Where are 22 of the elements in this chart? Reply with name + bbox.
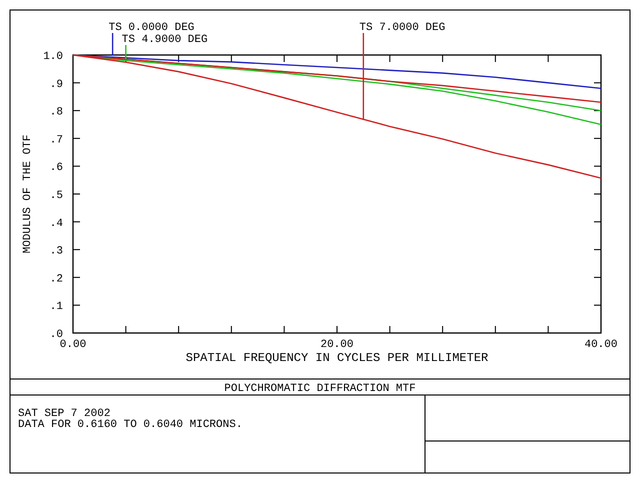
annotation: TS 0.0000 DEG (108, 22, 194, 34)
y-axis-title: MODULUS OF THE OTF (22, 134, 34, 254)
y-tick-label: .3 (50, 246, 63, 258)
x-axis-title: SPATIAL FREQUENCY IN CYCLES PER MILLIMETER (186, 351, 488, 365)
y-tick-label: .2 (50, 273, 63, 286)
x-tick-label: 20.00 (320, 339, 354, 351)
y-tick-label: .0 (50, 329, 63, 341)
annotation: TS 7.0000 DEG (359, 22, 446, 34)
y-tick-label: 1.0 (43, 51, 63, 63)
y-tick-label: .4 (50, 218, 64, 230)
text: DATA FOR 0.6160 TO 0.6040 MICRONS. (18, 419, 242, 431)
text: POLYCHROMATIC DIFFRACTION MTF (224, 383, 416, 395)
annotation: TS 4.9000 DEG (122, 34, 208, 46)
y-tick-label: .6 (50, 162, 63, 174)
y-tick-label: .8 (50, 106, 63, 119)
x-tick-label: 40.00 (584, 339, 618, 351)
y-tick-label: .9 (50, 78, 63, 91)
y-tick-label: .1 (50, 301, 64, 314)
y-tick-label: .7 (50, 134, 63, 146)
text: SAT SEP 7 2002 (18, 408, 110, 420)
y-tick-label: .5 (50, 190, 63, 202)
x-tick-label: 0.00 (60, 339, 86, 351)
